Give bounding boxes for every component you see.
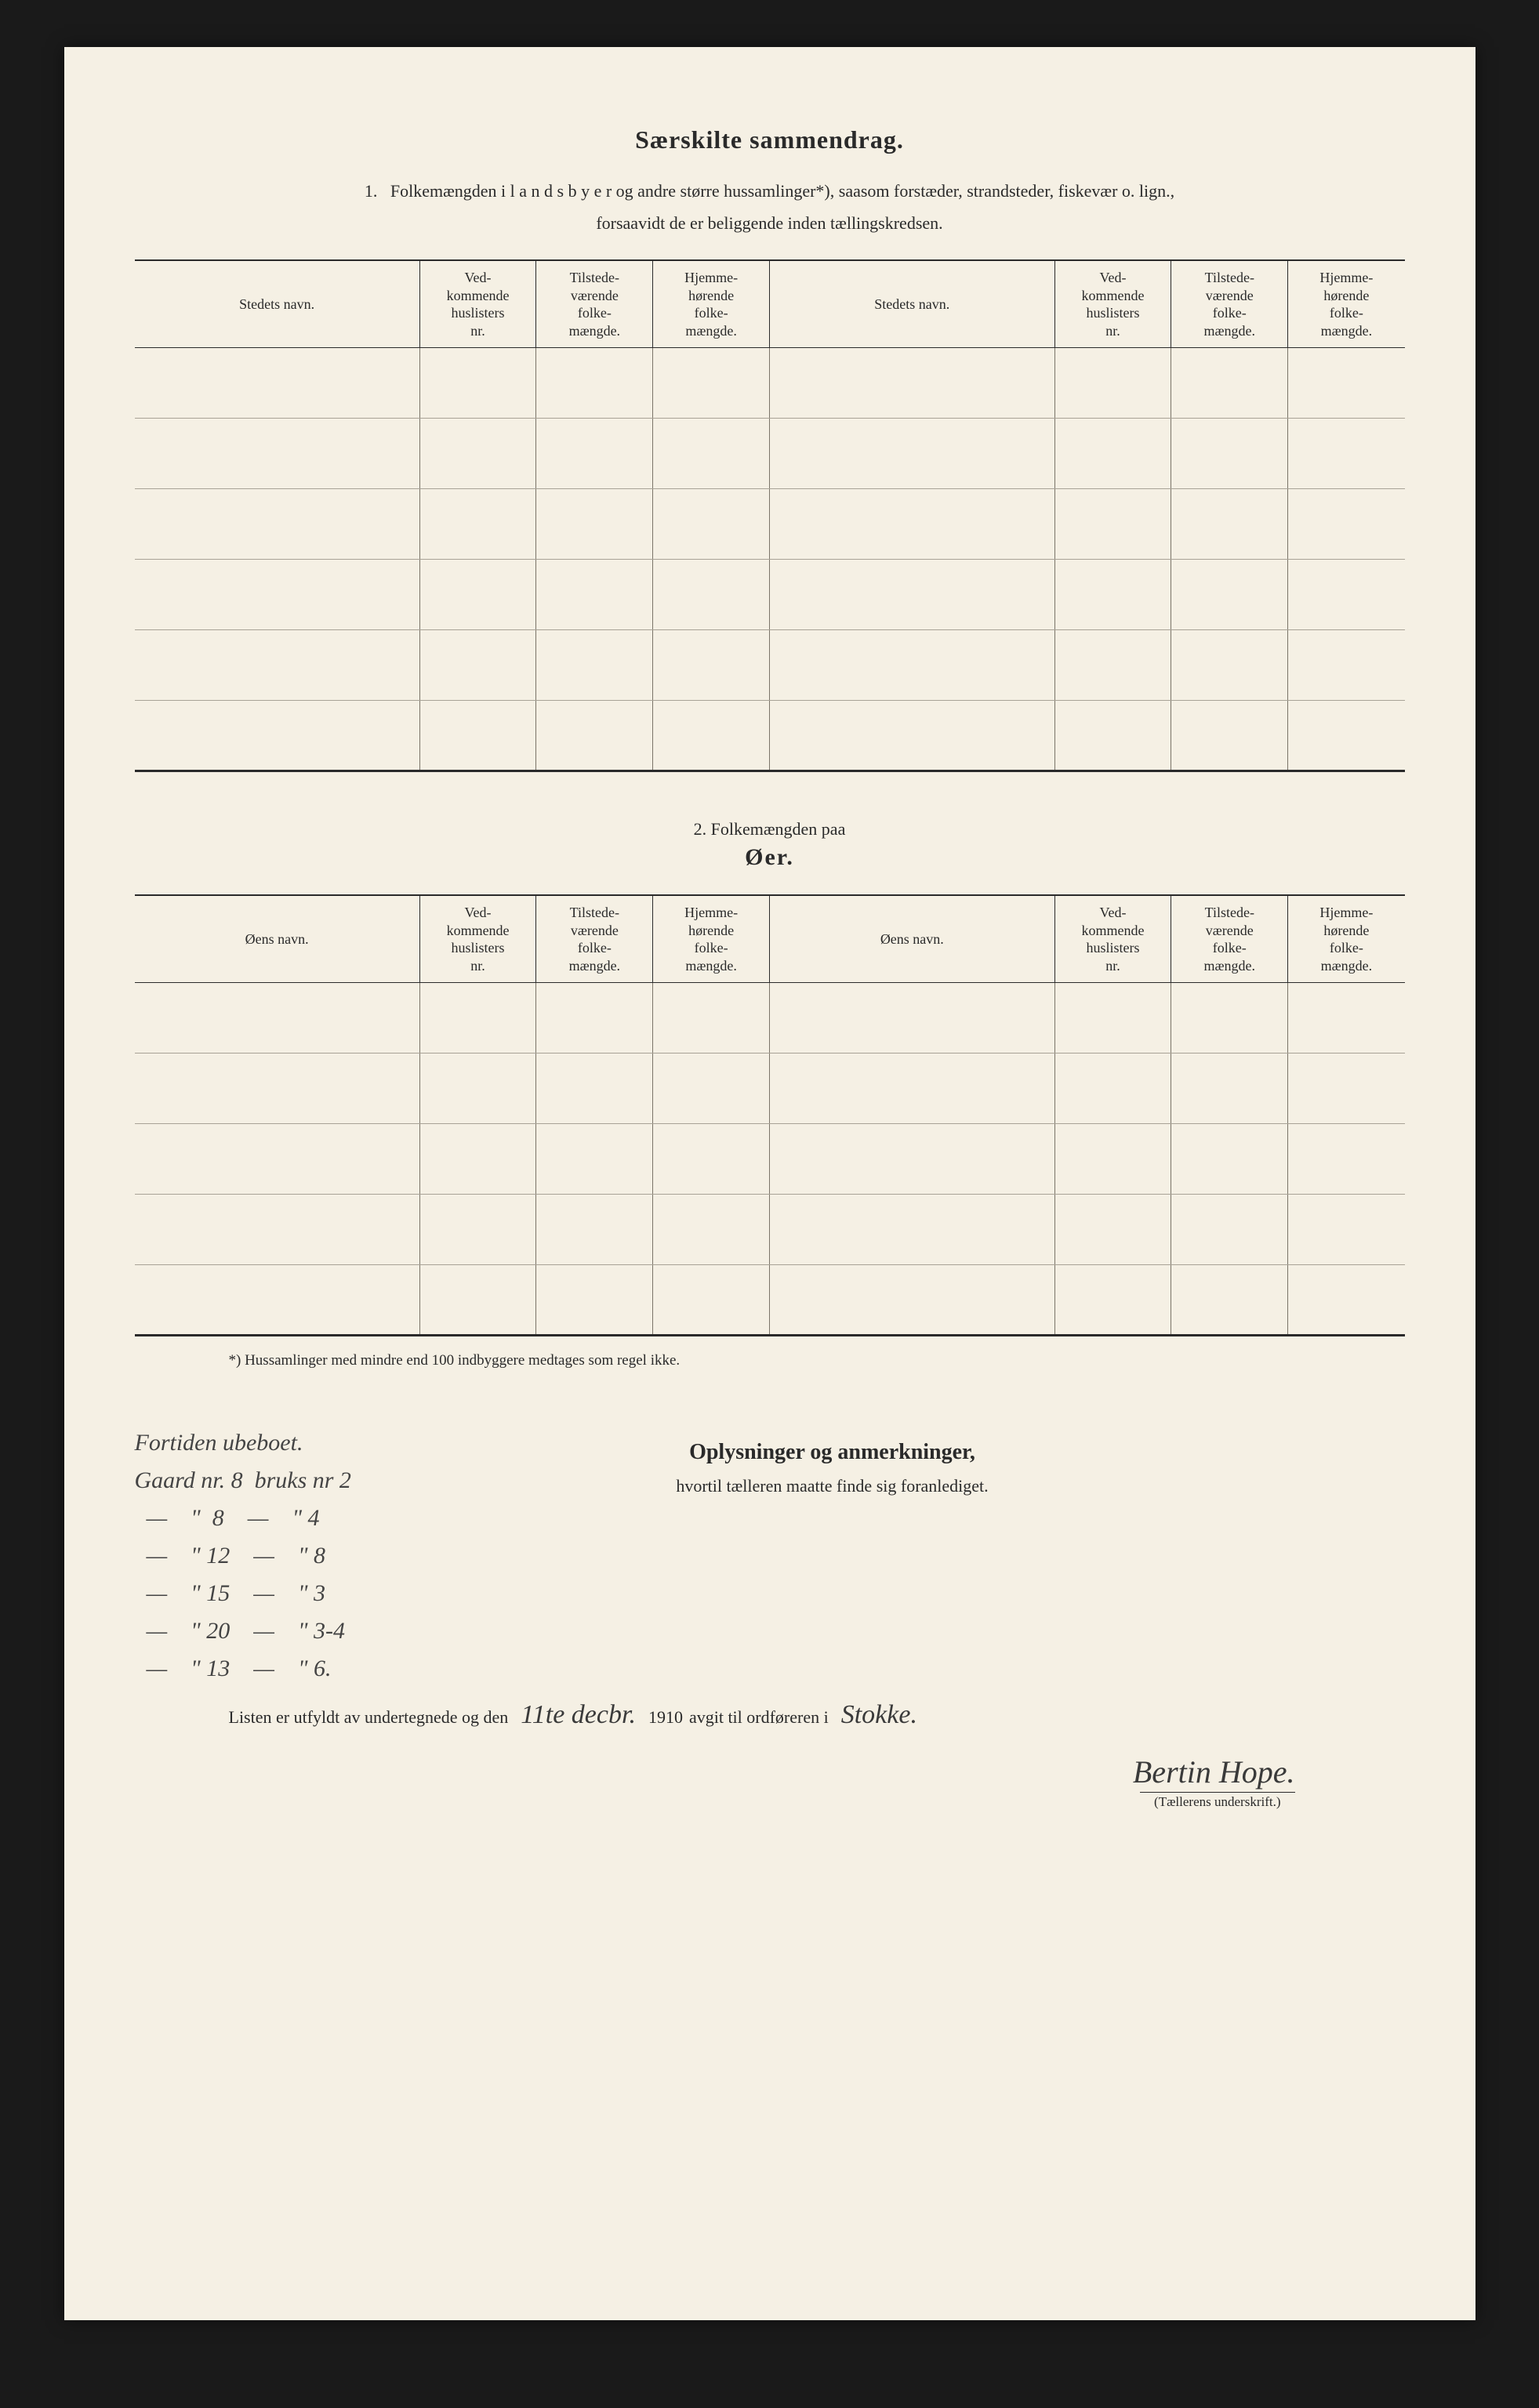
signature-caption: (Tællerens underskrift.)	[1140, 1792, 1294, 1810]
table-row	[135, 630, 1405, 701]
footnote: *) Hussamlinger med mindre end 100 indby…	[229, 1352, 1405, 1369]
table2-body	[135, 983, 1405, 1336]
hw-line: Gaard nr. 8 bruks nr 2	[135, 1462, 351, 1500]
notes-block: Fortiden ubeboet. Gaard nr. 8 bruks nr 2…	[135, 1440, 1405, 1496]
section2-header: 2. Folkemængden paa Øer.	[135, 819, 1405, 871]
table-row	[135, 1124, 1405, 1195]
t1-h-hjemme-right: Hjemme- hørende folke- mængde.	[1288, 260, 1405, 348]
t2-h-tilstede-right: Tilstede- værende folke- mængde.	[1171, 895, 1288, 983]
sig-date-handwritten: 11te decbr.	[514, 1700, 642, 1730]
table-row	[135, 560, 1405, 630]
t2-h-name-left: Øens navn.	[135, 895, 420, 983]
signature-name: Bertin Hope.	[135, 1753, 1295, 1790]
table1: Stedets navn. Ved- kommende huslisters n…	[135, 259, 1405, 772]
sig-place-handwritten: Stokke.	[835, 1700, 924, 1730]
table-row	[135, 489, 1405, 560]
table2-wrap: Øens navn. Ved- kommende huslisters nr. …	[135, 894, 1405, 1336]
table-row	[135, 419, 1405, 489]
table-row	[135, 348, 1405, 419]
table-row	[135, 701, 1405, 771]
section1-text1: Folkemængden i l a n d s b y e r og andr…	[390, 181, 1174, 201]
t1-h-hjemme-left: Hjemme- hørende folke- mængde.	[653, 260, 770, 348]
hw-line: — " 13 — " 6.	[135, 1650, 351, 1688]
table1-body	[135, 348, 1405, 771]
table2: Øens navn. Ved- kommende huslisters nr. …	[135, 894, 1405, 1336]
page-title: Særskilte sammendrag.	[135, 125, 1405, 154]
handwritten-notes: Fortiden ubeboet. Gaard nr. 8 bruks nr 2…	[135, 1424, 351, 1688]
table-row	[135, 1054, 1405, 1124]
t2-h-nr-right: Ved- kommende huslisters nr.	[1054, 895, 1171, 983]
t2-h-tilstede-left: Tilstede- værende folke- mængde.	[536, 895, 653, 983]
t2-h-nr-left: Ved- kommende huslisters nr.	[419, 895, 536, 983]
table-row	[135, 1265, 1405, 1336]
sig-prefix: Listen er utfyldt av undertegnede og den	[229, 1707, 509, 1728]
t1-h-nr-right: Ved- kommende huslisters nr.	[1054, 260, 1171, 348]
t1-h-name-right: Stedets navn.	[769, 260, 1054, 348]
hw-line: — " 12 — " 8	[135, 1537, 351, 1575]
sig-middle: avgit til ordføreren i	[689, 1707, 829, 1728]
notes-subtitle: hvortil tælleren maatte finde sig foranl…	[260, 1476, 1405, 1496]
section1-number: 1.	[365, 181, 378, 201]
section1-intro-line1: 1. Folkemængden i l a n d s b y e r og a…	[135, 178, 1405, 204]
document-page: Særskilte sammendrag. 1. Folkemængden i …	[64, 47, 1475, 2320]
hw-line: — " 15 — " 3	[135, 1575, 351, 1612]
t2-h-hjemme-left: Hjemme- hørende folke- mængde.	[653, 895, 770, 983]
notes-title: Oplysninger og anmerkninger,	[260, 1440, 1405, 1465]
table-row	[135, 983, 1405, 1054]
t1-h-nr-left: Ved- kommende huslisters nr.	[419, 260, 536, 348]
hw-heading: Fortiden ubeboet.	[135, 1424, 351, 1462]
t1-h-tilstede-right: Tilstede- værende folke- mængde.	[1171, 260, 1288, 348]
section2-title: Øer.	[135, 844, 1405, 871]
hw-line: — " 8 — " 4	[135, 1500, 351, 1537]
signature-line: Listen er utfyldt av undertegnede og den…	[135, 1700, 1405, 1730]
table-row	[135, 1195, 1405, 1265]
signature: Bertin Hope. (Tællerens underskrift.)	[135, 1753, 1405, 1810]
sig-year: 1910	[648, 1707, 683, 1728]
t1-h-name-left: Stedets navn.	[135, 260, 420, 348]
section1-intro-line2: forsaavidt de er beliggende inden tællin…	[135, 210, 1405, 236]
t2-h-hjemme-right: Hjemme- hørende folke- mængde.	[1288, 895, 1405, 983]
hw-line: — " 20 — " 3-4	[135, 1612, 351, 1650]
t1-h-tilstede-left: Tilstede- værende folke- mængde.	[536, 260, 653, 348]
table1-wrap: Stedets navn. Ved- kommende huslisters n…	[135, 259, 1405, 772]
t2-h-name-right: Øens navn.	[769, 895, 1054, 983]
section2-label: 2. Folkemængden paa	[135, 819, 1405, 840]
